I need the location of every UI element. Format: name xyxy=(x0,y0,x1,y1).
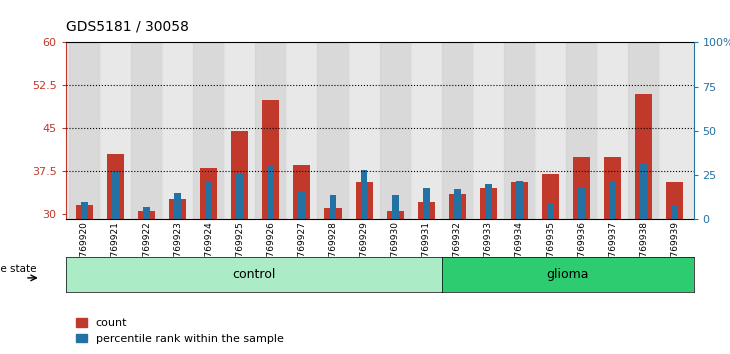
Bar xyxy=(262,99,280,219)
Bar xyxy=(597,42,629,219)
Text: disease state: disease state xyxy=(0,264,36,274)
Bar xyxy=(566,42,597,219)
Bar xyxy=(423,188,430,219)
Bar xyxy=(504,42,535,219)
Bar xyxy=(318,42,348,219)
Bar xyxy=(138,211,155,219)
Bar xyxy=(480,188,497,219)
Bar xyxy=(100,42,131,219)
Bar xyxy=(299,191,305,219)
Bar xyxy=(174,193,181,219)
Bar xyxy=(255,42,286,219)
Bar xyxy=(356,182,372,219)
Bar xyxy=(672,205,678,219)
Bar xyxy=(69,42,100,219)
Bar xyxy=(387,211,404,219)
Bar xyxy=(81,202,88,219)
Bar xyxy=(324,208,342,219)
Bar xyxy=(162,42,193,219)
Bar xyxy=(418,202,435,219)
Bar xyxy=(635,94,653,219)
Bar xyxy=(604,157,621,219)
Bar xyxy=(380,42,411,219)
Bar xyxy=(348,42,380,219)
Bar xyxy=(516,181,523,219)
Bar xyxy=(666,182,683,219)
Bar xyxy=(193,42,224,219)
Text: GDS5181 / 30058: GDS5181 / 30058 xyxy=(66,19,188,34)
Bar xyxy=(267,166,274,219)
Bar xyxy=(610,181,616,219)
Text: glioma: glioma xyxy=(547,268,589,281)
Bar xyxy=(542,174,559,219)
Bar xyxy=(547,204,554,219)
Bar xyxy=(224,42,255,219)
Bar xyxy=(112,172,119,219)
Bar xyxy=(329,195,337,219)
Bar xyxy=(231,131,248,219)
Text: control: control xyxy=(232,268,276,281)
Bar xyxy=(449,194,466,219)
Bar xyxy=(205,181,212,219)
Bar xyxy=(454,189,461,219)
Bar xyxy=(200,168,218,219)
Bar xyxy=(511,182,528,219)
Bar xyxy=(237,173,243,219)
Bar xyxy=(392,195,399,219)
Legend: count, percentile rank within the sample: count, percentile rank within the sample xyxy=(72,314,288,348)
Bar xyxy=(286,42,318,219)
Bar xyxy=(361,170,367,219)
Bar xyxy=(107,154,124,219)
Bar xyxy=(169,200,186,219)
Bar xyxy=(442,42,473,219)
Bar xyxy=(573,157,590,219)
Bar xyxy=(131,42,162,219)
Bar xyxy=(640,163,648,219)
Bar xyxy=(578,188,585,219)
Bar xyxy=(76,205,93,219)
Bar xyxy=(143,207,150,219)
Bar xyxy=(411,42,442,219)
Bar xyxy=(485,184,492,219)
Bar xyxy=(293,165,310,219)
Bar xyxy=(659,42,691,219)
Bar xyxy=(473,42,504,219)
Bar xyxy=(629,42,659,219)
Bar xyxy=(535,42,566,219)
